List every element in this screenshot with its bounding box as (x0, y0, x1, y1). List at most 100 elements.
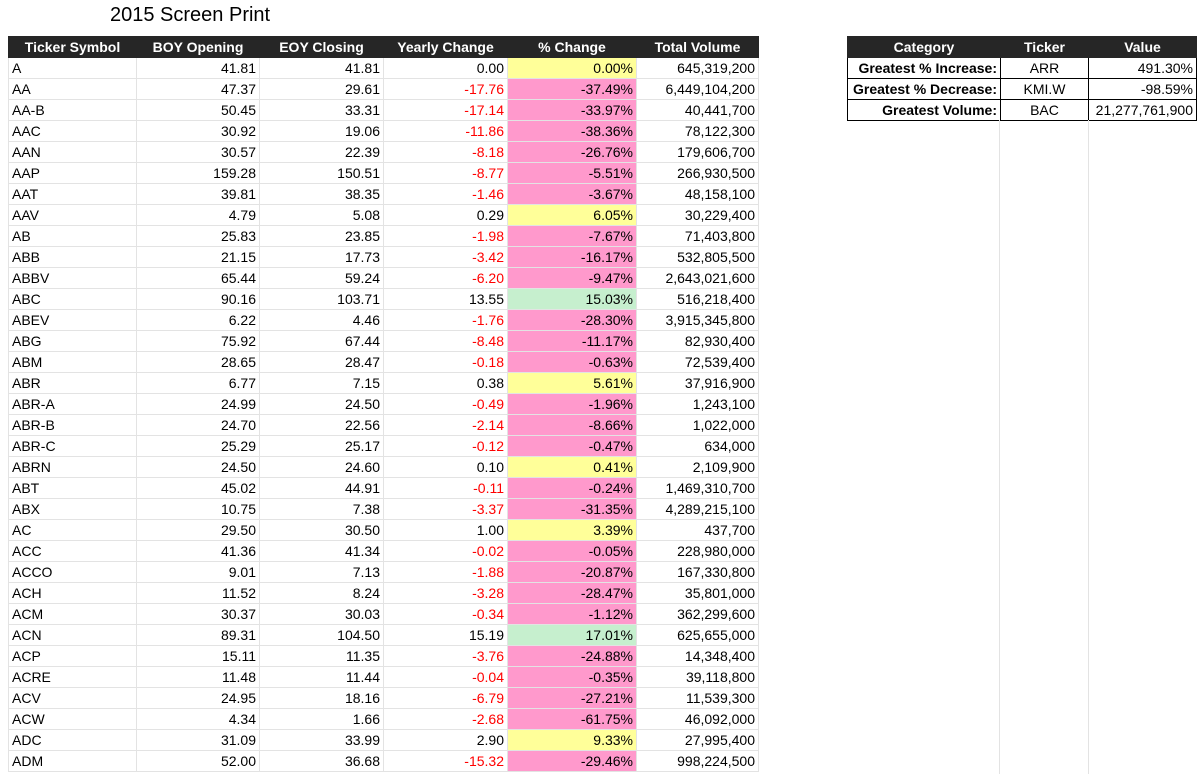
ticker-cell[interactable]: ABG (8, 330, 137, 352)
yearly-change-cell[interactable]: -6.79 (383, 687, 508, 709)
total-volume-cell[interactable]: 998,224,500 (636, 750, 759, 772)
summary-value-cell[interactable]: -98.59% (1088, 78, 1197, 100)
ticker-cell[interactable]: AA-B (8, 99, 137, 121)
ticker-cell[interactable]: ABR-C (8, 435, 137, 457)
percent-change-cell[interactable]: 9.33% (507, 729, 637, 751)
eoy-closing-cell[interactable]: 38.35 (259, 183, 384, 205)
boy-opening-cell[interactable]: 75.92 (136, 330, 260, 352)
boy-opening-cell[interactable]: 24.70 (136, 414, 260, 436)
boy-opening-cell[interactable]: 11.48 (136, 666, 260, 688)
percent-change-cell[interactable]: -1.96% (507, 393, 637, 415)
boy-opening-cell[interactable]: 159.28 (136, 162, 260, 184)
eoy-closing-cell[interactable]: 5.08 (259, 204, 384, 226)
total-volume-cell[interactable]: 35,801,000 (636, 582, 759, 604)
total-volume-cell[interactable]: 2,643,021,600 (636, 267, 759, 289)
yearly-change-cell[interactable]: -17.14 (383, 99, 508, 121)
yearly-change-cell[interactable]: -2.14 (383, 414, 508, 436)
yearly-change-cell[interactable]: -6.20 (383, 267, 508, 289)
summary-header-ticker[interactable]: Ticker (1000, 36, 1089, 58)
summary-category-cell[interactable]: Greatest % Decrease: (847, 78, 1001, 100)
boy-opening-cell[interactable]: 24.95 (136, 687, 260, 709)
total-volume-cell[interactable]: 3,915,345,800 (636, 309, 759, 331)
total-volume-cell[interactable]: 1,243,100 (636, 393, 759, 415)
eoy-closing-cell[interactable]: 33.31 (259, 99, 384, 121)
boy-opening-cell[interactable]: 4.79 (136, 204, 260, 226)
yearly-change-cell[interactable]: -0.12 (383, 435, 508, 457)
total-volume-cell[interactable]: 48,158,100 (636, 183, 759, 205)
ticker-cell[interactable]: ABB (8, 246, 137, 268)
boy-opening-cell[interactable]: 28.65 (136, 351, 260, 373)
header-eoy-closing[interactable]: EOY Closing (259, 36, 384, 58)
eoy-closing-cell[interactable]: 44.91 (259, 477, 384, 499)
eoy-closing-cell[interactable]: 29.61 (259, 78, 384, 100)
ticker-cell[interactable]: ACRE (8, 666, 137, 688)
ticker-cell[interactable]: ADM (8, 750, 137, 772)
eoy-closing-cell[interactable]: 28.47 (259, 351, 384, 373)
boy-opening-cell[interactable]: 30.57 (136, 141, 260, 163)
total-volume-cell[interactable]: 11,539,300 (636, 687, 759, 709)
percent-change-cell[interactable]: -24.88% (507, 645, 637, 667)
eoy-closing-cell[interactable]: 150.51 (259, 162, 384, 184)
total-volume-cell[interactable]: 1,469,310,700 (636, 477, 759, 499)
eoy-closing-cell[interactable]: 59.24 (259, 267, 384, 289)
total-volume-cell[interactable]: 167,330,800 (636, 561, 759, 583)
ticker-cell[interactable]: ABBV (8, 267, 137, 289)
eoy-closing-cell[interactable]: 33.99 (259, 729, 384, 751)
ticker-cell[interactable]: AC (8, 519, 137, 541)
total-volume-cell[interactable]: 516,218,400 (636, 288, 759, 310)
percent-change-cell[interactable]: -0.05% (507, 540, 637, 562)
yearly-change-cell[interactable]: -11.86 (383, 120, 508, 142)
yearly-change-cell[interactable]: -3.28 (383, 582, 508, 604)
yearly-change-cell[interactable]: -0.49 (383, 393, 508, 415)
boy-opening-cell[interactable]: 31.09 (136, 729, 260, 751)
ticker-cell[interactable]: ACW (8, 708, 137, 730)
boy-opening-cell[interactable]: 25.29 (136, 435, 260, 457)
eoy-closing-cell[interactable]: 30.03 (259, 603, 384, 625)
yearly-change-cell[interactable]: -0.02 (383, 540, 508, 562)
yearly-change-cell[interactable]: 0.38 (383, 372, 508, 394)
boy-opening-cell[interactable]: 50.45 (136, 99, 260, 121)
total-volume-cell[interactable]: 1,022,000 (636, 414, 759, 436)
percent-change-cell[interactable]: -11.17% (507, 330, 637, 352)
ticker-cell[interactable]: ABM (8, 351, 137, 373)
ticker-cell[interactable]: AA (8, 78, 137, 100)
eoy-closing-cell[interactable]: 7.15 (259, 372, 384, 394)
ticker-cell[interactable]: ABEV (8, 309, 137, 331)
percent-change-cell[interactable]: 3.39% (507, 519, 637, 541)
total-volume-cell[interactable]: 39,118,800 (636, 666, 759, 688)
ticker-cell[interactable]: ADC (8, 729, 137, 751)
eoy-closing-cell[interactable]: 41.34 (259, 540, 384, 562)
total-volume-cell[interactable]: 532,805,500 (636, 246, 759, 268)
percent-change-cell[interactable]: -9.47% (507, 267, 637, 289)
total-volume-cell[interactable]: 82,930,400 (636, 330, 759, 352)
boy-opening-cell[interactable]: 30.92 (136, 120, 260, 142)
yearly-change-cell[interactable]: -0.11 (383, 477, 508, 499)
boy-opening-cell[interactable]: 41.36 (136, 540, 260, 562)
eoy-closing-cell[interactable]: 7.38 (259, 498, 384, 520)
percent-change-cell[interactable]: -28.30% (507, 309, 637, 331)
header-boy-opening[interactable]: BOY Opening (136, 36, 260, 58)
eoy-closing-cell[interactable]: 7.13 (259, 561, 384, 583)
total-volume-cell[interactable]: 362,299,600 (636, 603, 759, 625)
boy-opening-cell[interactable]: 52.00 (136, 750, 260, 772)
summary-ticker-cell[interactable]: KMI.W (1000, 78, 1089, 100)
yearly-change-cell[interactable]: -2.68 (383, 708, 508, 730)
boy-opening-cell[interactable]: 11.52 (136, 582, 260, 604)
ticker-cell[interactable]: ABR (8, 372, 137, 394)
percent-change-cell[interactable]: 5.61% (507, 372, 637, 394)
yearly-change-cell[interactable]: -8.77 (383, 162, 508, 184)
eoy-closing-cell[interactable]: 25.17 (259, 435, 384, 457)
yearly-change-cell[interactable]: -3.76 (383, 645, 508, 667)
ticker-cell[interactable]: AAT (8, 183, 137, 205)
percent-change-cell[interactable]: -0.47% (507, 435, 637, 457)
total-volume-cell[interactable]: 437,700 (636, 519, 759, 541)
eoy-closing-cell[interactable]: 19.06 (259, 120, 384, 142)
percent-change-cell[interactable]: -26.76% (507, 141, 637, 163)
ticker-cell[interactable]: ACH (8, 582, 137, 604)
percent-change-cell[interactable]: -5.51% (507, 162, 637, 184)
ticker-cell[interactable]: AAN (8, 141, 137, 163)
boy-opening-cell[interactable]: 89.31 (136, 624, 260, 646)
summary-value-cell[interactable]: 491.30% (1088, 57, 1197, 79)
boy-opening-cell[interactable]: 6.22 (136, 309, 260, 331)
yearly-change-cell[interactable]: -0.34 (383, 603, 508, 625)
